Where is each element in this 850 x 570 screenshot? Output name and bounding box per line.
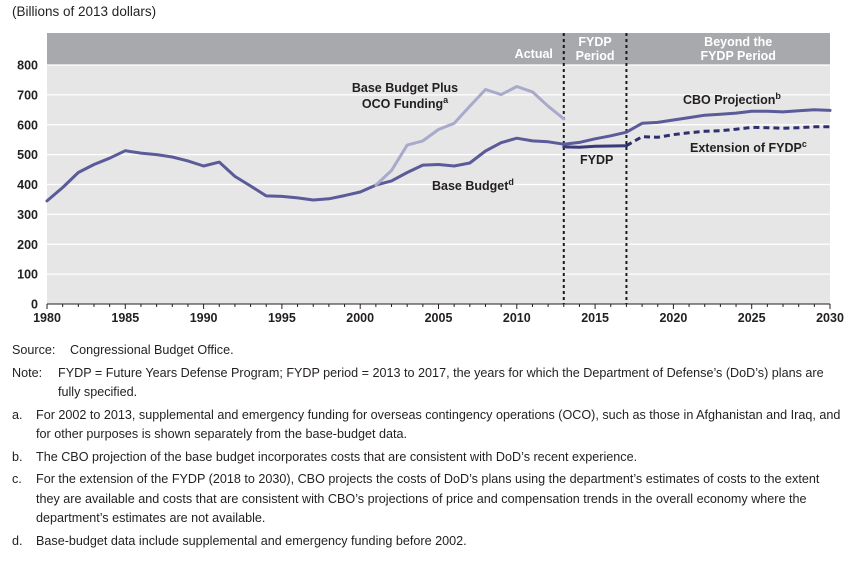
x-tick-label: 2020 xyxy=(659,311,687,325)
series-label-line: Base Budget Plus xyxy=(352,81,458,95)
series-label-line: Extension of FYDP xyxy=(690,141,802,155)
x-tick-label: 1995 xyxy=(268,311,296,325)
x-tick-label: 1980 xyxy=(33,311,61,325)
x-tick-label: 2000 xyxy=(346,311,374,325)
series-line xyxy=(562,144,628,149)
period-label-line: FYDP Period xyxy=(700,49,775,63)
period-label-line: FYDP xyxy=(578,35,611,49)
footnote-c-text: For the extension of the FYDP (2018 to 2… xyxy=(36,472,820,525)
line-chart: 0 100 200 300 400 500 600 700 800 1980 1985 1990 199… xyxy=(17,33,844,325)
series-label-line: Base Budget xyxy=(432,179,509,193)
chart-notes: Source: Congressional Budget Office. Not… xyxy=(12,341,842,554)
period-label-line: Beyond the xyxy=(704,35,772,49)
footnote-c-key: c. xyxy=(12,472,22,486)
note-key: Note: xyxy=(12,365,43,380)
note-text: FYDP = Future Years Defense Program; FYD… xyxy=(58,365,824,400)
footnote-d-text: Base-budget data include supplemental an… xyxy=(36,533,467,548)
footnote-a: a. For 2002 to 2013, supplemental and em… xyxy=(12,406,842,445)
x-tick-label: 1990 xyxy=(190,311,218,325)
series-line xyxy=(45,136,566,203)
y-tick-label: 100 xyxy=(17,268,38,282)
x-tick-label: 2030 xyxy=(816,311,844,325)
series-line xyxy=(374,85,566,187)
footnote-c: c. For the extension of the FYDP (2018 t… xyxy=(12,470,842,529)
footnote-b-key: b. xyxy=(12,449,23,464)
footnote-b: b. The CBO projection of the base budget… xyxy=(12,448,842,468)
period-header-band xyxy=(47,33,830,65)
series-label-line: CBO Projection xyxy=(683,93,775,107)
footnote-d: d. Base-budget data include supplemental… xyxy=(12,532,842,552)
x-tick-label: 1985 xyxy=(111,311,139,325)
period-label: Actual xyxy=(515,47,553,61)
period-label-line: Period xyxy=(576,49,615,63)
source-note: Source: Congressional Budget Office. xyxy=(12,341,842,361)
x-tick-label: 2025 xyxy=(738,311,766,325)
series-label-superscript: a xyxy=(443,95,449,105)
y-tick-label: 600 xyxy=(17,118,38,132)
series-label-superscript: d xyxy=(508,177,514,187)
footnote-b-text: The CBO projection of the base budget in… xyxy=(36,449,638,464)
y-tick-label: 700 xyxy=(17,88,38,102)
series-label: Base Budgetd xyxy=(432,177,514,193)
y-tick-label: 200 xyxy=(17,238,38,252)
source-text: Congressional Budget Office. xyxy=(70,343,234,357)
series-label-line: FYDP xyxy=(580,153,613,167)
y-tick-label: 300 xyxy=(17,208,38,222)
period-label: Beyond the FYDP Period xyxy=(700,35,775,63)
footnote-a-key: a. xyxy=(12,407,23,422)
x-tick-label: 2015 xyxy=(581,311,609,325)
period-label-line: Actual xyxy=(515,47,553,61)
series-label: Base Budget Plus OCO Fundinga xyxy=(352,81,458,111)
period-label: FYDP Period xyxy=(576,35,615,63)
series-label-superscript: c xyxy=(802,139,807,149)
y-tick-label: 500 xyxy=(17,148,38,162)
series-label-superscript: b xyxy=(775,91,781,101)
x-tick-label: 2005 xyxy=(425,311,453,325)
series-label: FYDP xyxy=(580,153,613,167)
y-tick-label: 0 xyxy=(31,298,38,312)
footnote-a-text: For 2002 to 2013, supplemental and emerg… xyxy=(36,407,841,442)
source-key: Source: xyxy=(12,343,56,357)
series-label: Extension of FYDPc xyxy=(690,139,807,155)
general-note: Note: FYDP = Future Years Defense Progra… xyxy=(12,364,842,403)
y-tick-label: 800 xyxy=(17,59,38,73)
series-line xyxy=(562,108,832,146)
footnote-d-key: d. xyxy=(12,533,23,548)
series-line xyxy=(625,125,830,148)
y-axis-unit-label: (Billions of 2013 dollars) xyxy=(12,4,157,19)
series-label-line: OCO Funding xyxy=(362,97,443,111)
y-tick-label: 400 xyxy=(17,178,38,192)
x-tick-label: 2010 xyxy=(503,311,531,325)
series-label: CBO Projectionb xyxy=(683,91,781,107)
